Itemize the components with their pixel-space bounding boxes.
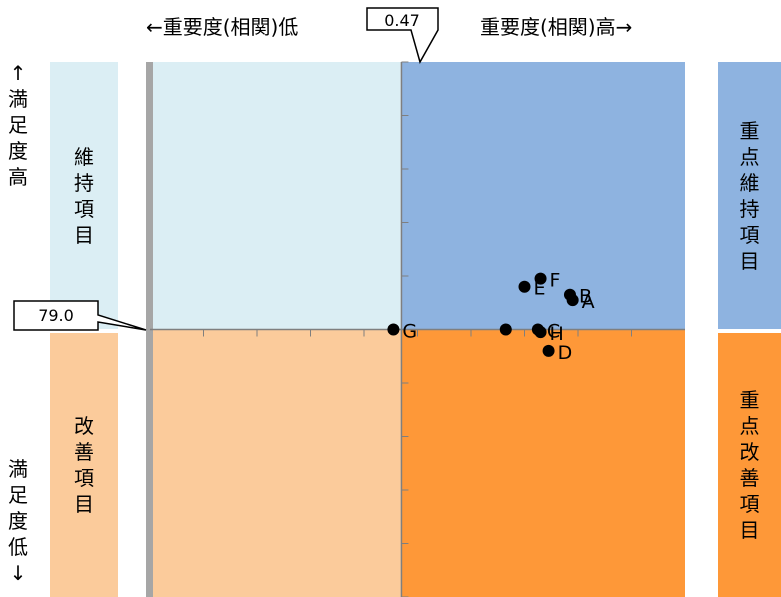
satisfaction-low-char: 低 — [8, 535, 28, 559]
maintain-items-label: 維 持 項 目 — [74, 144, 94, 248]
data-point-label: F — [550, 270, 561, 292]
maintain-char: 持 — [74, 170, 94, 195]
data-point — [518, 280, 531, 293]
key-maintain-char: 項 — [739, 222, 760, 247]
importance-low-label: ←重要度(相関)低 — [146, 15, 299, 39]
data-point — [534, 272, 547, 285]
quadrant-improve — [150, 329, 402, 597]
maintain-char: 項 — [74, 196, 94, 221]
y-threshold-callout-box — [13, 300, 147, 331]
data-point — [499, 323, 512, 336]
data-point-label: G — [402, 321, 417, 343]
key-maintain-items-label: 重 点 維 持 項 目 — [740, 118, 760, 274]
data-point — [563, 288, 576, 301]
data-point-label: A — [582, 291, 595, 313]
key-improve-char: 善 — [739, 466, 760, 490]
satisfaction-low-char: ↓ — [9, 561, 27, 585]
satisfaction-low-char: 満 — [8, 457, 28, 481]
y-threshold-label: 79.0 — [38, 306, 74, 325]
improve-char: 善 — [74, 440, 94, 464]
improve-items-label: 改 善 項 目 — [74, 413, 94, 517]
key-maintain-items-block: 重 点 維 持 項 目 — [718, 62, 781, 329]
satisfaction-high-char: 高 — [8, 165, 28, 189]
satisfaction-low-label: 満 足 度 低 ↓ — [8, 456, 28, 586]
key-maintain-char: 維 — [739, 170, 760, 195]
key-improve-char: 重 — [739, 388, 760, 412]
satisfaction-high-char: 満 — [8, 87, 28, 111]
satisfaction-high-label: ↑ 満 足 度 高 — [8, 60, 28, 190]
quadrant-backgrounds — [150, 62, 685, 597]
improve-char: 改 — [74, 414, 94, 438]
key-maintain-char: 重 — [739, 118, 760, 143]
improve-char: 項 — [74, 466, 94, 490]
data-point-label: B — [579, 286, 592, 308]
maintain-char: 目 — [74, 222, 94, 247]
data-point — [387, 323, 400, 336]
key-improve-char: 項 — [739, 492, 760, 516]
maintain-char: 維 — [74, 144, 94, 169]
key-improve-char: 点 — [739, 414, 760, 438]
satisfaction-high-char: 足 — [8, 113, 28, 137]
key-improve-char: 改 — [739, 440, 760, 464]
improve-items-block: 改 善 項 目 — [50, 333, 118, 597]
x-threshold-label: 0.47 — [384, 11, 420, 30]
improve-char: 目 — [74, 492, 94, 516]
importance-high-label: 重要度(相関)高→ — [480, 15, 633, 39]
satisfaction-high-char: 度 — [8, 139, 28, 163]
satisfaction-low-char: 足 — [8, 483, 28, 507]
chart-axes — [146, 61, 685, 597]
data-point-label: D — [558, 342, 573, 364]
key-maintain-char: 点 — [739, 144, 760, 169]
data-point-label: C — [547, 321, 560, 343]
quadrant-key-improve — [401, 329, 685, 597]
threshold-callouts: 0.47 79.0 — [13, 7, 439, 331]
key-improve-items-label: 重 点 改 善 項 目 — [740, 387, 760, 543]
satisfaction-high-char: ↑ — [9, 61, 27, 85]
quadrant-key-maintain — [401, 62, 685, 330]
key-maintain-char: 目 — [739, 248, 760, 273]
quadrant-maintain — [150, 62, 402, 330]
x-threshold-callout-box — [366, 7, 439, 64]
data-point-label: H — [550, 323, 564, 345]
key-improve-char: 目 — [739, 518, 760, 542]
maintain-items-block: 維 持 項 目 — [50, 62, 118, 329]
data-point — [534, 326, 547, 339]
key-improve-items-block: 重 点 改 善 項 目 — [718, 333, 781, 597]
satisfaction-low-char: 度 — [8, 509, 28, 533]
data-point — [542, 344, 555, 357]
key-maintain-char: 持 — [739, 196, 760, 221]
left-border-bar — [146, 62, 153, 597]
